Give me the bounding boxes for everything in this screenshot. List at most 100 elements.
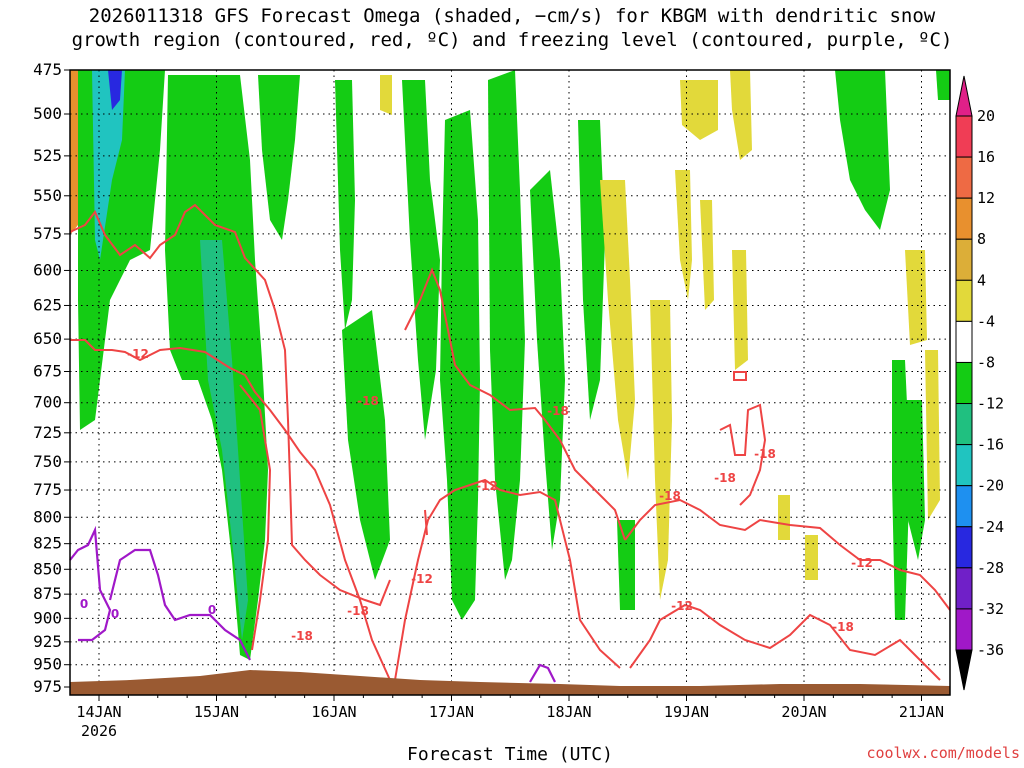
dendritic-contour-label: -18 [754, 447, 776, 461]
x-tick-label: 16JAN [311, 703, 356, 721]
dendritic-contour-label: -18 [832, 620, 854, 634]
y-tick-label: 475 [33, 60, 62, 79]
omega-shade-teal [200, 240, 248, 640]
y-tick-label: 925 [33, 632, 62, 651]
freezing-contour-label: 0 [80, 597, 88, 611]
y-tick-label: 800 [33, 507, 62, 526]
colorbar-label: -36 [977, 641, 1004, 659]
freezing-line [529, 663, 556, 683]
dendritic-contour-label: -18 [714, 471, 736, 485]
x-axis: 14JAN 15JAN 16JAN 17JAN 18JAN 19JAN 20JAN 21JAN… [76, 695, 944, 740]
y-tick-label: 850 [33, 559, 62, 578]
omega-shade-orange [70, 70, 78, 235]
omega-shade-green [936, 70, 950, 100]
colorbar-label: -16 [977, 436, 1004, 454]
dendritic-contour-label: -12 [851, 556, 873, 570]
omega-shade-green [402, 80, 440, 440]
dendritic-contour-label: -18 [357, 394, 379, 408]
y-tick-label: 500 [33, 104, 62, 123]
colorbar-swatch [955, 320, 973, 363]
colorbar-swatch [955, 485, 973, 528]
dendritic-contours [69, 203, 951, 681]
y-tick-label: 575 [33, 224, 62, 243]
omega-shade-yellow [925, 350, 940, 520]
omega-shade-yellow [700, 200, 714, 310]
freezing-contour-label: 0 [208, 603, 216, 617]
omega-shade-yellow [380, 75, 392, 115]
dendritic-contour-label: -18 [291, 629, 313, 643]
y-tick-label: 525 [33, 146, 62, 165]
y-tick-label: 875 [33, 584, 62, 603]
colorbar-label: 16 [977, 148, 995, 166]
dendritic-contour-label: -18 [547, 404, 569, 418]
y-tick-label: 950 [33, 655, 62, 674]
colorbar-swatch [955, 526, 973, 569]
colorbar-swatch [955, 279, 973, 322]
freezing-contour-label: 0 [111, 607, 119, 621]
colorbar-swatch [955, 156, 973, 199]
colorbar-label: 8 [977, 230, 986, 248]
contour-line-minus12 [629, 603, 941, 681]
y-tick-label: 700 [33, 393, 62, 412]
colorbar-bottom-arrow [955, 649, 973, 691]
colorbar-label: -4 [977, 312, 995, 330]
colorbar-label: 12 [977, 189, 995, 207]
x-axis-label: Forecast Time (UTC) [407, 744, 613, 765]
omega-shade-green [258, 75, 300, 240]
credit-text: coolwx.com/models [866, 744, 1020, 762]
colorbar-swatch [955, 403, 973, 446]
omega-shade-blue [108, 70, 122, 110]
omega-shade-green [905, 400, 925, 560]
omega-shade-yellow [650, 300, 672, 600]
dendritic-contour-label: -12 [671, 599, 693, 613]
omega-shade-green [488, 70, 525, 580]
contour-line-minus18 [733, 371, 747, 381]
contour-line-minus18 [424, 509, 428, 536]
omega-shade-green [530, 170, 565, 550]
y-axis: 475 500 525 550 575 600 625 650 675 700 725 750 775 8… [33, 60, 70, 696]
colorbar-label: 20 [977, 107, 995, 125]
dendritic-contour-label: -12 [127, 347, 149, 361]
terrain-fill [70, 670, 950, 695]
omega-shade-green [335, 80, 355, 330]
omega-shade-yellow [600, 180, 635, 480]
omega-shade-yellow [732, 250, 748, 370]
y-tick-label: 725 [33, 423, 62, 442]
omega-shade-yellow [675, 170, 692, 300]
colorbar-swatch [955, 567, 973, 610]
colorbar-swatch [955, 361, 973, 405]
y-tick-label: 825 [33, 534, 62, 553]
contour-line-minus12 [239, 384, 272, 651]
colorbar-label: -28 [977, 559, 1004, 577]
dendritic-contour-label: -18 [347, 604, 369, 618]
dendritic-contour-label: -12 [411, 572, 433, 586]
colorbar-label: -32 [977, 600, 1004, 618]
x-year-label: 2026 [81, 722, 117, 740]
colorbar-label: -24 [977, 518, 1004, 536]
contour-line-minus18 [404, 267, 626, 541]
freezing-line [69, 525, 112, 642]
x-tick-label: 20JAN [781, 703, 826, 721]
omega-shade-yellow [805, 535, 818, 580]
omega-shade-yellow [730, 70, 752, 160]
freezing-contours [69, 525, 556, 683]
contour-line-minus18 [69, 203, 391, 607]
colorbar-label: -12 [977, 395, 1004, 413]
colorbar-swatch [955, 444, 973, 487]
colorbar-swatch [955, 115, 973, 158]
freezing-line [108, 548, 251, 661]
omega-shade-green [617, 520, 635, 610]
y-tick-label: 775 [33, 480, 62, 499]
title-line-1: 2026011318 GFS Forecast Omega (shaded, −… [88, 5, 936, 27]
colorbar: 20 16 12 8 4 -4 -8 -12 -16 -20 -24 -28 -32 -36 [955, 75, 1004, 691]
x-tick-label: 15JAN [194, 703, 239, 721]
omega-shade-green [835, 70, 890, 230]
contour-line-minus12 [394, 478, 621, 681]
colorbar-swatch [955, 608, 973, 651]
omega-shade-cyan [92, 70, 125, 260]
omega-shade-yellow [680, 80, 718, 140]
dendritic-contour-label: -18 [659, 489, 681, 503]
y-tick-label: 550 [33, 186, 62, 205]
colorbar-label: -20 [977, 477, 1004, 495]
x-tick-label: 19JAN [664, 703, 709, 721]
